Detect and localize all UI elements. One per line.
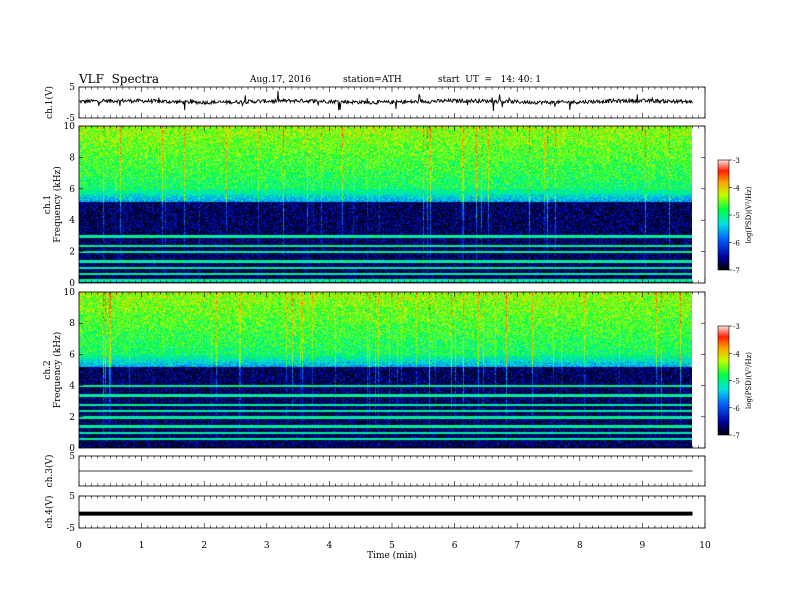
y-tick-label: 5: [69, 452, 75, 462]
y-tick-label: 0: [69, 444, 75, 454]
y-tick-label: 4: [69, 382, 75, 392]
y-tick-label: 10: [64, 288, 76, 298]
x-tick-label: 1: [139, 541, 145, 551]
x-tick-label: 6: [452, 541, 458, 551]
ch2-spectrogram-ylabel: ch.2Frequency (kHz): [43, 332, 63, 409]
frames-layer: [78, 86, 732, 529]
x-tick-label: 8: [577, 541, 583, 551]
x-tick-label: 5: [389, 541, 395, 551]
y-tick-label: 5: [69, 492, 75, 502]
y-tick-label: 2: [69, 413, 75, 423]
x-tick-label: 3: [264, 541, 270, 551]
spectrogram-layer: [78, 90, 693, 516]
colorbar-tick-label: -4: [733, 185, 740, 193]
x-tick-label: 0: [76, 541, 82, 551]
station-label: station=ATH: [343, 75, 402, 85]
y-tick-label: 2: [69, 248, 75, 258]
ch1-spectrogram-colorbar-label: log(PSD)(V²/Hz): [745, 186, 753, 243]
labels-layer: 5 -5 ch.1(V) -3 -4 -5 -6 -7 log(PSD)(V²/Hz) 0 2 4 6 8…: [43, 83, 753, 561]
colorbar-tick-label: -6: [733, 240, 740, 248]
y-tick-label: -5: [66, 114, 75, 124]
colorbar-tick-label: -7: [733, 267, 740, 275]
ylabel-line: ch.1: [43, 195, 53, 214]
ch1-spectrogram-image: [79, 126, 692, 283]
y-tick-label: 10: [64, 122, 76, 132]
ch1-waveform-ylabel: ch.1(V): [44, 86, 55, 119]
ch4-waveform-ylabel: ch.4(V): [44, 496, 55, 529]
colorbar-tick-label: -5: [733, 378, 740, 386]
colorbar-tick-label: -3: [733, 323, 740, 331]
x-axis-label: Time (min): [367, 550, 417, 561]
ylabel-line: ch.2: [43, 360, 53, 379]
colorbar-tick-label: -7: [733, 432, 740, 440]
figure-title: VLF Spectra: [79, 72, 160, 86]
x-tick-label: 10: [699, 541, 711, 551]
ch1-spectrogram-colorbar: [717, 159, 730, 271]
y-tick-label: 6: [69, 350, 75, 360]
start-time-label: start UT = 14: 40: 1: [438, 75, 542, 85]
x-tick-label: 4: [327, 541, 333, 551]
x-tick-label: 2: [201, 541, 207, 551]
ch2-spectrogram-colorbar: [717, 325, 730, 436]
colorbar-tick-label: -4: [733, 350, 740, 358]
ylabel-line: Frequency (kHz): [52, 332, 63, 409]
y-tick-label: 8: [69, 319, 75, 329]
y-tick-label: 6: [69, 185, 75, 195]
y-tick-label: 4: [69, 216, 75, 226]
ch1-waveform-trace: [78, 90, 693, 112]
colorbar-tick-label: -5: [733, 212, 740, 220]
ch1-spectrogram-ylabel: ch.1Frequency (kHz): [43, 166, 63, 243]
colorbar-tick-label: -3: [733, 157, 740, 165]
x-tick-label: 9: [640, 541, 646, 551]
ch3-waveform-ylabel: ch.3(V): [44, 455, 55, 488]
ch2-spectrogram-colorbar-label: log(PSD)(V²/Hz): [745, 352, 753, 409]
y-tick-label: 8: [69, 153, 75, 163]
y-tick-label: 5: [69, 83, 75, 93]
date-label: Aug.17, 2016: [250, 75, 311, 85]
y-tick-label: 0: [69, 279, 75, 289]
y-tick-label: -5: [66, 524, 75, 534]
x-tick-label: 7: [514, 541, 520, 551]
ylabel-line: Frequency (kHz): [52, 166, 63, 243]
ch2-spectrogram-image: [79, 292, 692, 448]
colorbar-tick-label: -6: [733, 405, 740, 413]
